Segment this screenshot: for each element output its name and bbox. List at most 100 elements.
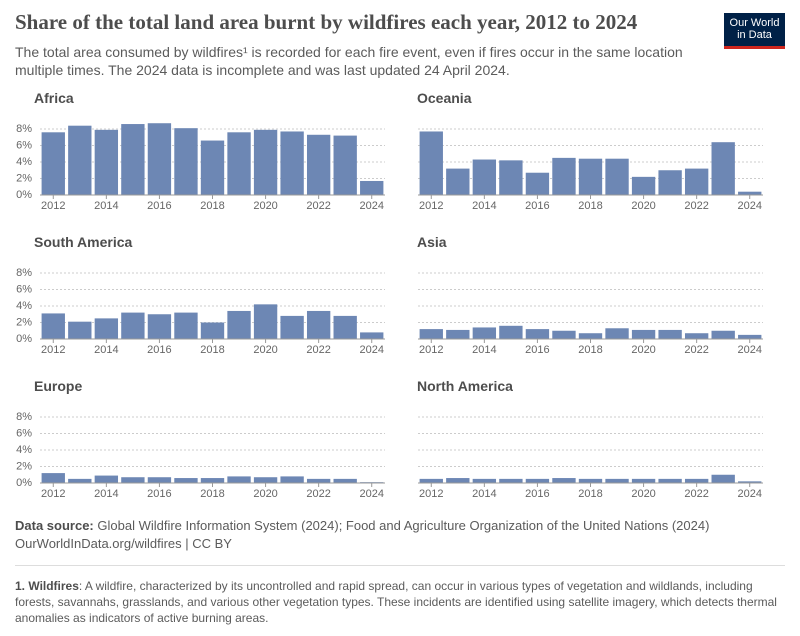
bar — [552, 330, 576, 339]
x-tick-label: 2022 — [684, 200, 708, 212]
bar — [658, 170, 682, 195]
bar — [631, 478, 656, 483]
bar — [200, 478, 225, 483]
x-tick-label: 2024 — [737, 488, 761, 500]
x-tick-label: 2012 — [41, 200, 65, 212]
y-tick-label: 6% — [16, 427, 32, 439]
x-tick-label: 2016 — [147, 344, 171, 356]
bar — [631, 176, 656, 195]
x-tick-label: 2024 — [737, 344, 761, 356]
x-tick-label: 2012 — [41, 344, 65, 356]
x-tick-label: 2012 — [419, 200, 443, 212]
bar — [525, 329, 550, 339]
bar — [711, 142, 735, 195]
x-tick-label: 2020 — [631, 200, 655, 212]
bar — [147, 314, 172, 339]
bar — [605, 478, 629, 483]
y-tick-label: 4% — [16, 300, 32, 312]
bar — [174, 312, 198, 339]
bar — [333, 315, 357, 339]
panel-title: North America — [417, 378, 513, 394]
x-tick-label: 2012 — [419, 344, 443, 356]
source-text: Global Wildfire Information System (2024… — [97, 518, 710, 533]
bar — [711, 330, 735, 339]
bar — [333, 135, 357, 195]
bar — [41, 313, 65, 339]
bar — [605, 158, 629, 195]
x-tick-label: 2018 — [578, 200, 602, 212]
x-tick-label: 2018 — [200, 200, 224, 212]
bar — [253, 304, 278, 339]
x-tick-label: 2014 — [94, 200, 118, 212]
x-tick-label: 2020 — [631, 344, 655, 356]
bar — [306, 310, 331, 339]
bar — [227, 132, 251, 195]
bar — [578, 478, 603, 483]
bar — [738, 191, 762, 195]
bar — [419, 131, 443, 195]
x-tick-label: 2022 — [306, 488, 330, 500]
x-tick-label: 2018 — [578, 488, 602, 500]
bar — [280, 131, 304, 195]
x-tick-label: 2022 — [684, 344, 708, 356]
x-tick-label: 2024 — [737, 200, 761, 212]
x-tick-label: 2014 — [94, 344, 118, 356]
x-tick-label: 2016 — [147, 200, 171, 212]
bar — [200, 140, 225, 195]
bar — [525, 478, 550, 483]
panel-title: South America — [34, 234, 132, 250]
x-tick-label: 2024 — [359, 344, 383, 356]
bar — [360, 332, 384, 339]
bar — [684, 333, 709, 339]
x-tick-label: 2022 — [306, 200, 330, 212]
bar — [200, 322, 225, 339]
y-tick-label: 2% — [16, 172, 32, 184]
bar — [306, 134, 331, 195]
bar — [499, 478, 523, 483]
y-tick-label: 0% — [16, 333, 32, 345]
x-tick-label: 2014 — [94, 488, 118, 500]
y-tick-label: 2% — [16, 460, 32, 472]
source-url[interactable]: OurWorldInData.org/wildfires | CC BY — [15, 536, 232, 551]
bar — [711, 474, 735, 483]
bar — [94, 318, 119, 339]
y-tick-label: 6% — [16, 139, 32, 151]
y-tick-label: 0% — [16, 189, 32, 201]
bar — [472, 327, 497, 339]
bar — [552, 157, 576, 195]
footnote: 1. Wildfires: A wildfire, characterized … — [15, 578, 785, 626]
bar — [446, 168, 470, 195]
bar — [280, 476, 304, 483]
panel-title: Oceania — [417, 90, 472, 106]
bar — [333, 478, 357, 483]
bar — [227, 476, 251, 483]
bar — [41, 473, 65, 483]
x-tick-label: 2022 — [306, 344, 330, 356]
bar — [684, 478, 709, 483]
logo-text: Our World — [729, 17, 780, 29]
source: Data source: Global Wildfire Information… — [15, 517, 709, 553]
bar — [306, 478, 331, 483]
footnote-text: : A wildfire, characterized by its uncon… — [15, 579, 777, 625]
bar — [578, 333, 603, 339]
bar — [552, 478, 576, 483]
bar — [121, 477, 145, 483]
panel-title: Asia — [417, 234, 447, 250]
x-tick-label: 2020 — [253, 200, 277, 212]
bar — [94, 129, 119, 195]
y-tick-label: 4% — [16, 444, 32, 456]
y-tick-label: 0% — [16, 477, 32, 489]
bar — [360, 180, 384, 195]
y-tick-label: 8% — [16, 411, 32, 423]
charts: Africa 0% 2% 4% 6% 8% 2012 2014 2016 2018 2020 2022… — [16, 90, 763, 500]
bar — [253, 477, 278, 483]
logo[interactable]: Our World in Data — [724, 13, 785, 49]
bar — [472, 159, 497, 195]
bar — [227, 310, 251, 339]
bar — [253, 129, 278, 195]
bar — [446, 478, 470, 483]
x-tick-label: 2014 — [472, 344, 496, 356]
logo-text: in Data — [737, 29, 772, 41]
x-tick-label: 2020 — [253, 488, 277, 500]
